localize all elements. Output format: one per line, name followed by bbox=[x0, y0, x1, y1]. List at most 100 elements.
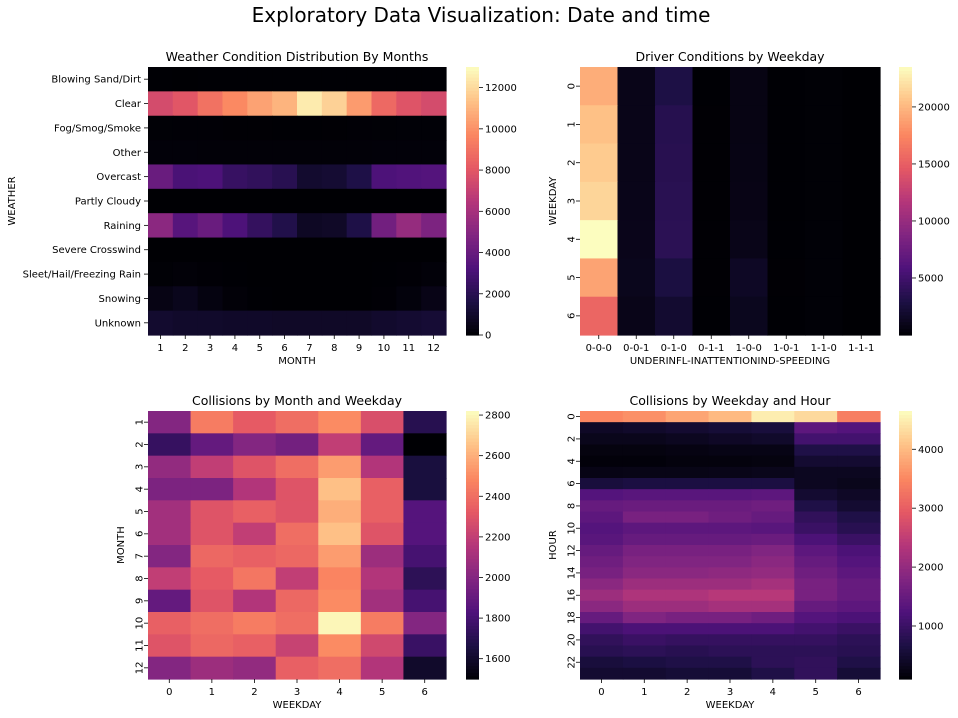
heatmap-cell bbox=[360, 612, 405, 635]
y-tick-label: Raining bbox=[104, 221, 141, 232]
colorbar-segment bbox=[466, 180, 479, 185]
heatmap-cell bbox=[403, 455, 447, 479]
x-tick-label: 0-1-0 bbox=[661, 343, 687, 354]
heatmap-cell bbox=[837, 667, 881, 680]
y-tick-label: Other bbox=[113, 148, 142, 159]
heatmap-cell bbox=[190, 478, 234, 501]
heatmap-cell bbox=[197, 67, 224, 92]
heatmap-cell bbox=[655, 67, 694, 106]
colorbar-segment bbox=[466, 488, 479, 492]
y-tick-label: 4 bbox=[567, 236, 578, 242]
heatmap-cell bbox=[403, 522, 447, 546]
heatmap-cell bbox=[751, 511, 795, 524]
heatmap-cell bbox=[665, 556, 710, 568]
heatmap-cell bbox=[247, 310, 273, 336]
x-tick-label: 1 bbox=[641, 687, 647, 698]
colorbar-segment bbox=[466, 90, 479, 95]
colorbar-segment bbox=[899, 508, 912, 513]
x-tick-label: 5 bbox=[379, 687, 385, 698]
y-axis-label: WEEKDAY bbox=[548, 176, 559, 226]
heatmap-cell bbox=[794, 545, 838, 557]
colorbar-segment bbox=[899, 411, 912, 415]
heatmap-cell bbox=[275, 455, 319, 479]
heatmap-cell bbox=[665, 478, 710, 490]
heatmap-cell bbox=[148, 522, 192, 546]
heatmap-cell bbox=[751, 522, 795, 535]
heatmap-cell bbox=[751, 656, 795, 669]
heatmap-cell bbox=[197, 310, 224, 336]
colorbar-segment bbox=[466, 147, 479, 152]
heatmap-cell bbox=[321, 91, 348, 117]
colorbar-tick-label: 0 bbox=[485, 331, 491, 342]
heatmap-cell bbox=[297, 140, 323, 166]
heatmap-cell bbox=[403, 411, 447, 434]
colorbar-segment bbox=[466, 268, 479, 272]
heatmap-cell bbox=[580, 545, 624, 557]
heatmap-cell bbox=[837, 623, 881, 635]
heatmap-cell bbox=[692, 67, 731, 106]
colorbar-segment bbox=[466, 591, 479, 596]
heatmap-cell bbox=[190, 656, 234, 680]
colorbar-segment bbox=[899, 331, 912, 336]
heatmap-cell bbox=[148, 261, 174, 287]
heatmap-cell bbox=[148, 91, 174, 117]
colorbar-segment bbox=[899, 632, 912, 637]
heatmap-cell bbox=[580, 478, 624, 490]
heatmap-cell bbox=[346, 286, 373, 312]
heatmap-cell bbox=[794, 600, 838, 613]
heatmap-cell bbox=[730, 105, 769, 145]
colorbar-segment bbox=[466, 254, 479, 259]
heatmap-cell bbox=[403, 612, 447, 635]
heatmap-cell bbox=[751, 478, 795, 490]
heatmap-cell bbox=[794, 645, 838, 658]
colorbar-segment bbox=[466, 521, 479, 526]
colorbar-segment bbox=[466, 271, 479, 276]
heatmap-cell bbox=[708, 511, 753, 524]
colorbar-segment bbox=[466, 642, 479, 647]
colorbar-segment bbox=[899, 288, 912, 293]
heatmap-cell bbox=[580, 612, 624, 624]
y-tick-label: 10 bbox=[135, 617, 146, 630]
colorbar-segment bbox=[466, 655, 479, 660]
heatmap-cell bbox=[837, 433, 881, 446]
x-tick-label: 9 bbox=[356, 343, 362, 354]
heatmap-cell bbox=[708, 455, 753, 468]
heatmap-cell bbox=[360, 545, 405, 568]
heatmap-cell bbox=[247, 213, 273, 239]
colorbar-segment bbox=[466, 665, 479, 670]
heatmap-cell bbox=[655, 220, 694, 260]
heatmap-cell bbox=[708, 589, 753, 602]
colorbar-segment bbox=[899, 160, 912, 165]
heatmap-cell bbox=[148, 188, 174, 214]
heatmap-cell bbox=[708, 411, 753, 423]
colorbar-tick-label: 10000 bbox=[918, 216, 950, 227]
heatmap-cell bbox=[233, 522, 277, 546]
colorbar-segment bbox=[899, 227, 912, 232]
heatmap-cell bbox=[622, 489, 667, 501]
heatmap-cell bbox=[794, 489, 838, 501]
heatmap-cell bbox=[794, 411, 838, 423]
colorbar-segment bbox=[466, 675, 479, 680]
heatmap-cell bbox=[172, 213, 199, 239]
heatmap-cell bbox=[665, 612, 710, 624]
colorbar-segment bbox=[466, 227, 479, 232]
colorbar-segment bbox=[899, 217, 912, 222]
heatmap-cell bbox=[767, 258, 806, 298]
heatmap-cell bbox=[421, 140, 447, 166]
colorbar-segment bbox=[466, 204, 479, 209]
y-tick-label: 5 bbox=[135, 508, 146, 514]
heatmap-cell bbox=[794, 667, 838, 680]
colorbar-segment bbox=[899, 261, 912, 266]
colorbar-segment bbox=[899, 658, 912, 663]
colorbar-segment bbox=[466, 244, 479, 249]
colorbar-segment bbox=[899, 612, 912, 616]
heatmap-cell bbox=[396, 67, 422, 92]
heatmap-cell bbox=[617, 105, 656, 145]
colorbar-segment bbox=[899, 598, 912, 603]
heatmap-cell bbox=[233, 612, 277, 635]
heatmap-cell bbox=[272, 286, 298, 312]
colorbar-segment bbox=[466, 170, 479, 175]
heatmap-cell bbox=[622, 567, 667, 580]
heatmap-cell bbox=[708, 667, 753, 680]
colorbar-segment bbox=[899, 414, 912, 419]
